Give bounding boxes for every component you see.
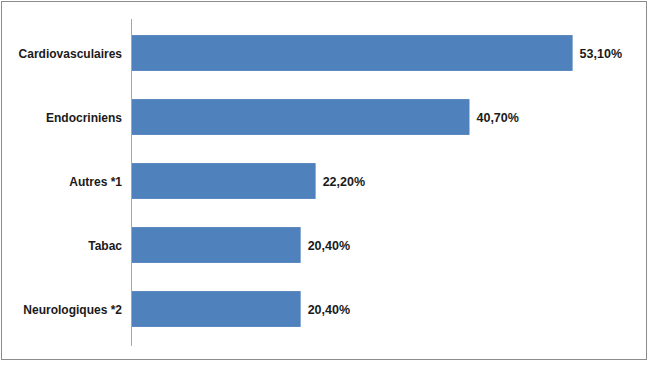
data-label: 40,70% — [476, 111, 518, 125]
category-axis — [131, 19, 132, 346]
category-label: Cardiovasculaires — [19, 47, 123, 61]
data-label: 53,10% — [580, 47, 622, 61]
bar — [131, 227, 301, 263]
category-label: Autres *1 — [69, 175, 122, 189]
bar — [131, 35, 573, 71]
bar — [131, 99, 469, 135]
chart-container: 53,10% Cardiovasculaires 40,70% Endocrinien… — [0, 0, 649, 365]
category-label: Neurologiques *2 — [23, 303, 122, 317]
labels: 53,10% Cardiovasculaires 40,70% Endocrinien… — [19, 47, 622, 317]
data-label: 22,20% — [323, 175, 365, 189]
bars — [131, 35, 573, 327]
chart: 53,10% Cardiovasculaires 40,70% Endocrinien… — [0, 0, 649, 365]
bar — [131, 291, 301, 327]
bar — [131, 163, 316, 199]
data-label: 20,40% — [308, 239, 350, 253]
category-label: Endocriniens — [46, 111, 122, 125]
data-label: 20,40% — [308, 303, 350, 317]
chart-border — [2, 2, 647, 360]
category-label: Tabac — [88, 239, 122, 253]
